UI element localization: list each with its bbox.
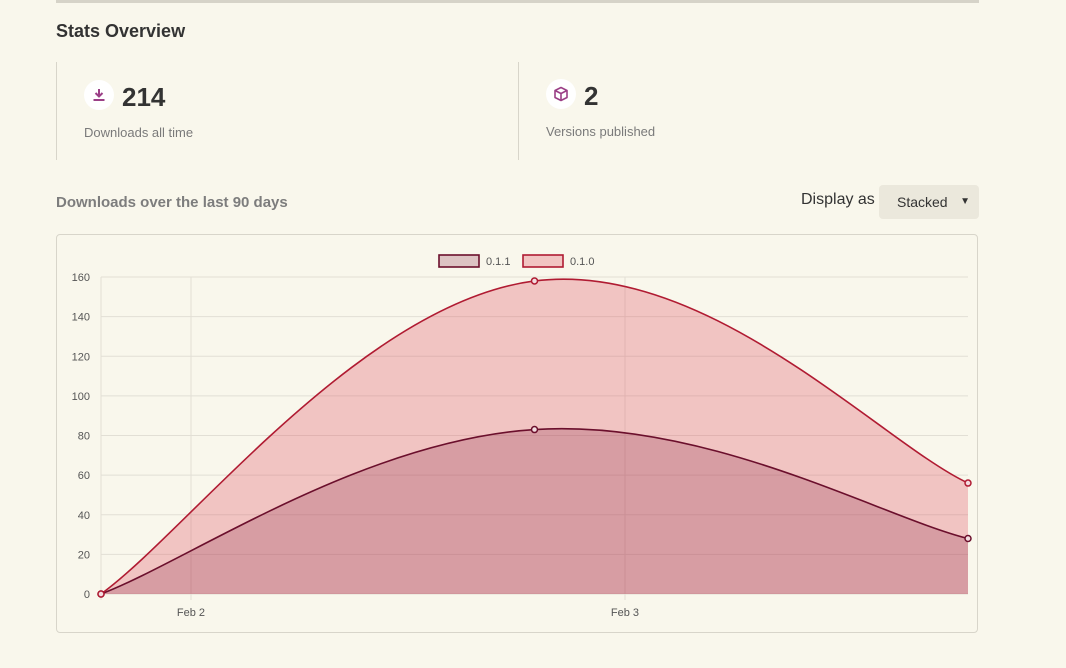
section-title: Stats Overview xyxy=(56,21,186,41)
chart-heading: Downloads over the last 90 days xyxy=(56,194,288,211)
y-tick-label: 160 xyxy=(72,272,90,284)
stat-label: Downloads all time xyxy=(84,125,194,140)
y-tick-label: 140 xyxy=(72,312,90,324)
legend-swatch xyxy=(522,254,564,268)
stats-overview: 214 Downloads all time 2 Versions publis… xyxy=(56,62,980,160)
display-as-label: Display as xyxy=(801,191,875,208)
y-tick-label: 0 xyxy=(84,589,90,601)
package-icon xyxy=(546,79,576,109)
y-tick-label: 120 xyxy=(72,351,90,363)
x-tick-label: Feb 2 xyxy=(177,607,205,619)
stat-label: Versions published xyxy=(546,124,656,139)
display-mode-select[interactable]: Stacked ▼ xyxy=(879,185,979,219)
chart-container: 0 20 40 60 80 100 120 140 160 Feb 2 Feb 3 0.1.1 0.1… xyxy=(56,234,978,633)
y-tick-label: 20 xyxy=(78,549,90,561)
y-tick-label: 60 xyxy=(78,470,90,482)
legend-label: 0.1.1 xyxy=(486,256,510,268)
chart-areas xyxy=(101,279,968,594)
data-point[interactable] xyxy=(964,479,972,487)
display-mode-value: Stacked xyxy=(897,194,948,210)
y-tick-label: 80 xyxy=(78,431,90,443)
y-tick-label: 40 xyxy=(78,510,90,522)
legend-item-0.1.0[interactable]: 0.1.0 xyxy=(522,254,594,268)
legend-swatch xyxy=(438,254,480,268)
download-icon xyxy=(84,80,114,110)
stat-value: 214 xyxy=(122,82,166,112)
data-point[interactable] xyxy=(530,277,539,285)
data-point[interactable] xyxy=(97,590,105,598)
stat-versions: 2 Versions published xyxy=(518,62,981,160)
data-point[interactable] xyxy=(530,425,539,434)
chart-axes: 0 20 40 60 80 100 120 140 160 Feb 2 Feb 3 xyxy=(72,272,639,619)
chart-grid xyxy=(100,276,968,600)
legend-label: 0.1.0 xyxy=(570,256,594,268)
series-area-0.1.0 xyxy=(101,279,968,594)
chart-points xyxy=(97,277,972,598)
stat-value: 2 xyxy=(584,81,599,111)
x-tick-label: Feb 3 xyxy=(611,607,639,619)
stat-downloads: 214 Downloads all time xyxy=(56,62,519,160)
caret-down-icon: ▼ xyxy=(960,196,970,207)
series-area-0.1.1 xyxy=(101,428,968,594)
top-divider xyxy=(56,0,979,3)
data-point[interactable] xyxy=(964,534,972,543)
legend-item-0.1.1[interactable]: 0.1.1 xyxy=(438,254,510,268)
y-tick-label: 100 xyxy=(72,391,90,403)
chart-legend[interactable]: 0.1.1 0.1.0 xyxy=(438,254,594,268)
